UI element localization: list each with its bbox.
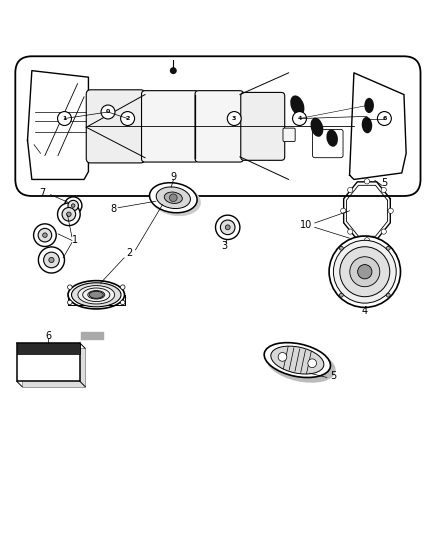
FancyBboxPatch shape xyxy=(17,343,80,354)
FancyBboxPatch shape xyxy=(195,91,244,162)
Text: 1: 1 xyxy=(62,116,67,121)
Circle shape xyxy=(62,207,76,221)
Circle shape xyxy=(67,300,72,305)
Circle shape xyxy=(42,233,47,237)
Circle shape xyxy=(215,215,240,239)
Circle shape xyxy=(278,352,287,361)
Polygon shape xyxy=(28,71,88,180)
Circle shape xyxy=(386,293,390,297)
Ellipse shape xyxy=(264,343,331,377)
Circle shape xyxy=(386,246,390,250)
Circle shape xyxy=(38,228,52,242)
Circle shape xyxy=(227,111,241,125)
Text: 2: 2 xyxy=(125,116,130,121)
Text: 3: 3 xyxy=(232,116,237,121)
Ellipse shape xyxy=(149,183,197,213)
FancyBboxPatch shape xyxy=(283,128,295,142)
Circle shape xyxy=(120,111,134,125)
Ellipse shape xyxy=(266,346,336,383)
Ellipse shape xyxy=(290,95,304,116)
Circle shape xyxy=(340,247,390,297)
FancyBboxPatch shape xyxy=(22,349,85,386)
Polygon shape xyxy=(350,73,406,180)
Circle shape xyxy=(57,111,71,125)
Ellipse shape xyxy=(311,118,323,137)
Ellipse shape xyxy=(364,98,374,113)
Text: 10: 10 xyxy=(300,220,312,230)
Ellipse shape xyxy=(78,286,115,304)
Circle shape xyxy=(350,257,380,287)
Circle shape xyxy=(333,240,396,303)
Circle shape xyxy=(67,212,71,216)
Text: 1: 1 xyxy=(72,235,78,245)
FancyBboxPatch shape xyxy=(141,91,198,162)
Circle shape xyxy=(308,359,317,368)
Ellipse shape xyxy=(271,346,324,374)
Circle shape xyxy=(170,67,177,74)
Text: 4: 4 xyxy=(362,306,368,316)
Circle shape xyxy=(49,257,54,263)
Circle shape xyxy=(293,111,307,125)
Circle shape xyxy=(68,200,78,211)
Text: 6: 6 xyxy=(45,331,51,341)
Circle shape xyxy=(341,208,346,213)
Ellipse shape xyxy=(68,281,124,309)
Text: 2: 2 xyxy=(127,248,133,259)
Circle shape xyxy=(120,285,125,289)
Ellipse shape xyxy=(362,117,372,133)
Circle shape xyxy=(339,293,343,297)
Text: 0: 0 xyxy=(106,109,110,115)
Ellipse shape xyxy=(71,283,121,307)
Text: 6: 6 xyxy=(382,116,387,121)
Circle shape xyxy=(220,220,235,235)
Circle shape xyxy=(44,252,59,268)
Text: 5: 5 xyxy=(330,371,336,381)
FancyBboxPatch shape xyxy=(86,90,145,163)
Circle shape xyxy=(120,300,125,305)
Circle shape xyxy=(348,188,353,192)
FancyBboxPatch shape xyxy=(241,92,285,160)
Text: 8: 8 xyxy=(111,204,117,214)
Circle shape xyxy=(101,105,115,119)
Ellipse shape xyxy=(164,192,182,204)
Circle shape xyxy=(39,247,64,273)
Circle shape xyxy=(170,194,177,201)
Circle shape xyxy=(339,246,343,250)
Text: 4: 4 xyxy=(297,116,302,121)
Circle shape xyxy=(364,179,370,184)
Ellipse shape xyxy=(326,130,338,147)
Circle shape xyxy=(67,285,72,289)
Ellipse shape xyxy=(89,291,103,298)
Circle shape xyxy=(57,203,80,225)
Circle shape xyxy=(364,238,370,243)
Circle shape xyxy=(225,225,230,230)
FancyBboxPatch shape xyxy=(313,130,343,158)
Ellipse shape xyxy=(151,184,201,216)
Circle shape xyxy=(378,111,391,125)
Circle shape xyxy=(388,208,393,213)
Text: 5: 5 xyxy=(381,178,388,188)
Circle shape xyxy=(381,188,386,192)
Text: 3: 3 xyxy=(221,240,227,251)
Text: 7: 7 xyxy=(39,188,46,198)
Ellipse shape xyxy=(88,290,105,299)
Ellipse shape xyxy=(156,187,191,208)
Circle shape xyxy=(71,204,75,207)
FancyBboxPatch shape xyxy=(17,343,80,382)
Circle shape xyxy=(64,197,82,214)
Circle shape xyxy=(329,236,400,308)
FancyBboxPatch shape xyxy=(15,56,420,196)
Circle shape xyxy=(348,229,353,234)
Ellipse shape xyxy=(83,288,110,302)
Text: 9: 9 xyxy=(170,172,177,182)
Circle shape xyxy=(358,264,372,279)
Circle shape xyxy=(34,224,56,246)
Circle shape xyxy=(381,229,386,234)
